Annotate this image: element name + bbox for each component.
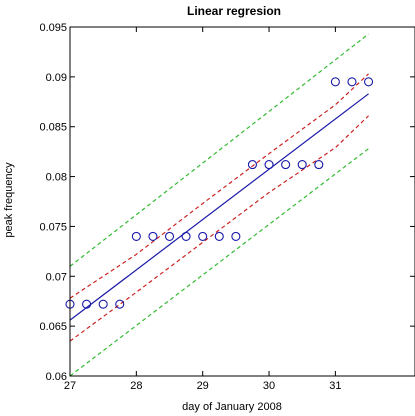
data-point [297, 160, 307, 170]
y-axis-label: peak frequency [3, 162, 15, 238]
data-point [330, 77, 340, 87]
data-point [247, 160, 258, 170]
x-axis-label: day of January 2008 [182, 401, 282, 413]
x-tick-label: 28 [130, 380, 142, 392]
data-point [198, 231, 208, 241]
data-point [115, 299, 125, 309]
data-point [82, 299, 92, 309]
y-tick-label: 0.085 [39, 122, 67, 134]
prediction-band-lower [70, 148, 369, 376]
data-point [131, 231, 141, 241]
y-tick-label: 0.07 [46, 271, 67, 283]
data-point [231, 231, 241, 241]
y-tick-label: 0.06 [46, 371, 67, 383]
y-tick-label: 0.095 [39, 22, 67, 34]
prediction-band-upper [70, 33, 369, 267]
regression-line [70, 93, 369, 321]
y-tick-label: 0.065 [39, 321, 67, 333]
x-tick-label: 31 [329, 380, 341, 392]
y-tick-label: 0.075 [39, 221, 67, 233]
x-tick-label: 30 [263, 380, 275, 392]
x-tick-label: 27 [64, 380, 76, 392]
y-tick-label: 0.09 [46, 72, 67, 84]
data-point [98, 299, 108, 309]
data-point [164, 231, 175, 241]
data-point [314, 160, 324, 170]
confidence-band-lower [70, 115, 369, 342]
y-tick-label: 0.08 [46, 172, 67, 184]
data-point [347, 77, 357, 87]
data-point [264, 160, 274, 170]
data-point [181, 231, 191, 241]
data-point [214, 231, 224, 241]
plot-area-frame [69, 26, 415, 377]
confidence-band-upper [70, 73, 369, 299]
data-point [281, 160, 291, 170]
data-point [148, 231, 158, 241]
data-point [364, 77, 374, 87]
x-tick-label: 29 [197, 380, 209, 392]
chart-title: Linear regresion [187, 4, 281, 18]
